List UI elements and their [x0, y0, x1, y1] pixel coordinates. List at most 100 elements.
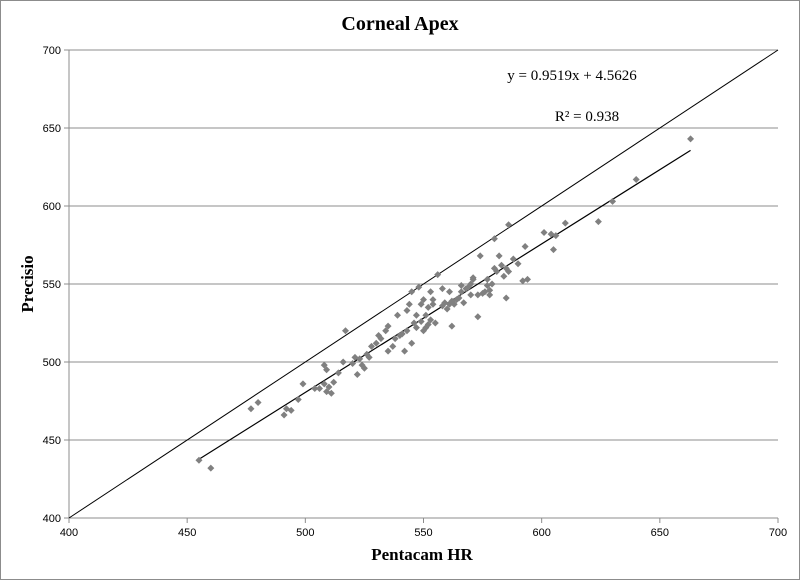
- data-point: [509, 255, 517, 263]
- data-point: [320, 380, 328, 388]
- data-point: [429, 296, 437, 304]
- y-axis-title: Precisio: [18, 255, 37, 312]
- data-point: [412, 311, 420, 319]
- data-point: [398, 330, 406, 338]
- data-point: [445, 288, 453, 296]
- data-point: [521, 243, 529, 251]
- data-point: [287, 406, 295, 414]
- ticks-layer: 400 450 500 550 600 650 700 400 450 500 550 600 650 7…: [43, 45, 788, 539]
- data-point: [382, 327, 390, 335]
- data-point: [410, 319, 418, 327]
- data-point: [457, 288, 465, 296]
- data-point: [334, 369, 342, 377]
- data-point: [316, 385, 324, 393]
- data-point: [424, 303, 432, 311]
- data-point: [632, 175, 640, 183]
- x-tick-label: 400: [60, 527, 78, 539]
- data-point: [505, 221, 513, 229]
- data-point: [552, 232, 560, 240]
- x-tick-label: 450: [178, 527, 196, 539]
- data-point: [495, 252, 503, 260]
- data-point: [469, 274, 477, 282]
- data-point: [514, 260, 522, 268]
- data-point: [394, 311, 402, 319]
- data-point: [483, 275, 491, 283]
- y-tick-label: 500: [43, 357, 61, 369]
- data-point: [422, 311, 430, 319]
- data-point: [500, 272, 508, 280]
- data-point: [408, 288, 416, 296]
- data-point: [488, 280, 496, 288]
- data-point: [299, 380, 307, 388]
- data-point: [490, 235, 498, 243]
- data-point: [424, 321, 432, 329]
- data-point: [415, 283, 423, 291]
- data-point: [412, 324, 420, 332]
- data-point: [342, 327, 350, 335]
- data-point: [368, 342, 376, 350]
- data-point: [207, 464, 215, 472]
- data-point: [448, 322, 456, 330]
- data-point: [429, 300, 437, 308]
- data-point: [505, 268, 513, 276]
- data-point: [294, 395, 302, 403]
- data-point: [420, 296, 427, 304]
- x-tick-label: 600: [532, 527, 550, 539]
- data-point: [408, 339, 416, 347]
- x-tick-label: 700: [769, 527, 787, 539]
- points-layer: [195, 135, 695, 472]
- data-point: [391, 335, 399, 343]
- chart-title: Corneal Apex: [341, 13, 458, 35]
- data-point: [493, 268, 501, 276]
- data-point: [549, 246, 557, 254]
- y-tick-label: 650: [43, 123, 61, 135]
- data-point: [523, 275, 531, 283]
- data-point: [401, 347, 409, 355]
- data-point: [320, 361, 328, 369]
- data-point: [486, 291, 494, 299]
- data-point: [474, 313, 482, 321]
- data-point: [434, 271, 442, 279]
- data-point: [455, 294, 463, 302]
- data-point: [427, 288, 435, 296]
- data-point: [365, 353, 373, 361]
- data-point: [330, 378, 338, 386]
- y-tick-label: 550: [43, 279, 61, 291]
- data-point: [339, 358, 347, 366]
- data-point: [254, 399, 262, 407]
- data-point: [594, 218, 602, 226]
- data-point: [349, 360, 357, 368]
- data-point: [325, 383, 333, 391]
- data-point: [417, 300, 425, 308]
- data-point: [460, 299, 468, 307]
- data-point: [389, 342, 397, 350]
- data-point: [195, 456, 203, 464]
- data-point: [561, 219, 569, 227]
- data-point: [327, 389, 335, 397]
- data-point: [247, 405, 255, 413]
- data-point: [427, 316, 435, 324]
- data-point: [486, 286, 494, 294]
- data-point: [417, 317, 425, 325]
- data-point: [443, 305, 451, 313]
- data-point: [467, 291, 475, 299]
- x-tick-label: 500: [296, 527, 314, 539]
- x-tick-label: 550: [414, 527, 432, 539]
- x-axis-title: Pentacam HR: [371, 545, 473, 564]
- data-point: [497, 261, 505, 269]
- y-tick-label: 700: [43, 45, 61, 57]
- trendline-equation: y = 0.9519x + 4.5626: [507, 68, 637, 84]
- data-point: [609, 197, 617, 205]
- data-point: [311, 385, 319, 393]
- y-tick-label: 450: [43, 435, 61, 447]
- data-point: [403, 327, 411, 335]
- data-point: [377, 335, 385, 343]
- data-point: [431, 319, 439, 327]
- data-point: [438, 285, 446, 293]
- data-point: [405, 300, 413, 308]
- data-point: [467, 280, 475, 288]
- data-point: [476, 252, 484, 260]
- x-tick-label: 650: [651, 527, 669, 539]
